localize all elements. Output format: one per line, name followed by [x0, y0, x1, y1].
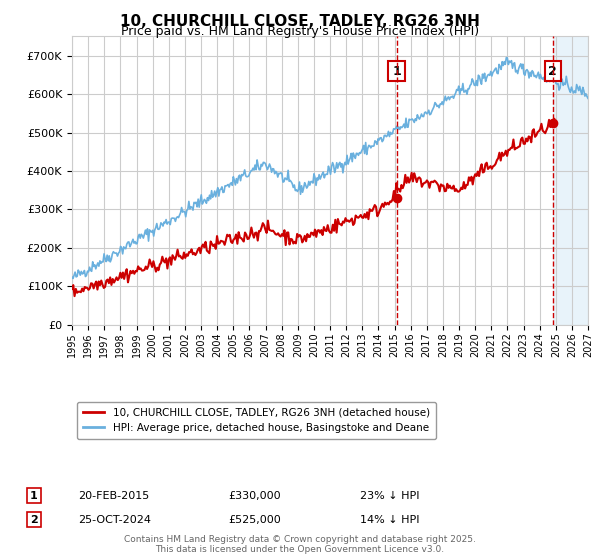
- Text: 2: 2: [30, 515, 38, 525]
- Text: 25-OCT-2024: 25-OCT-2024: [78, 515, 151, 525]
- Text: 10, CHURCHILL CLOSE, TADLEY, RG26 3NH: 10, CHURCHILL CLOSE, TADLEY, RG26 3NH: [120, 14, 480, 29]
- Bar: [553, 36, 588, 325]
- Text: £525,000: £525,000: [228, 515, 281, 525]
- Text: 14% ↓ HPI: 14% ↓ HPI: [360, 515, 419, 525]
- Text: 2: 2: [548, 64, 557, 77]
- Text: 20-FEB-2015: 20-FEB-2015: [78, 491, 149, 501]
- Text: Contains HM Land Registry data © Crown copyright and database right 2025.
This d: Contains HM Land Registry data © Crown c…: [124, 535, 476, 554]
- Text: £330,000: £330,000: [228, 491, 281, 501]
- Text: 23% ↓ HPI: 23% ↓ HPI: [360, 491, 419, 501]
- Text: 1: 1: [392, 64, 401, 77]
- Text: 1: 1: [30, 491, 38, 501]
- Text: Price paid vs. HM Land Registry's House Price Index (HPI): Price paid vs. HM Land Registry's House …: [121, 25, 479, 38]
- Legend: 10, CHURCHILL CLOSE, TADLEY, RG26 3NH (detached house), HPI: Average price, deta: 10, CHURCHILL CLOSE, TADLEY, RG26 3NH (d…: [77, 402, 436, 439]
